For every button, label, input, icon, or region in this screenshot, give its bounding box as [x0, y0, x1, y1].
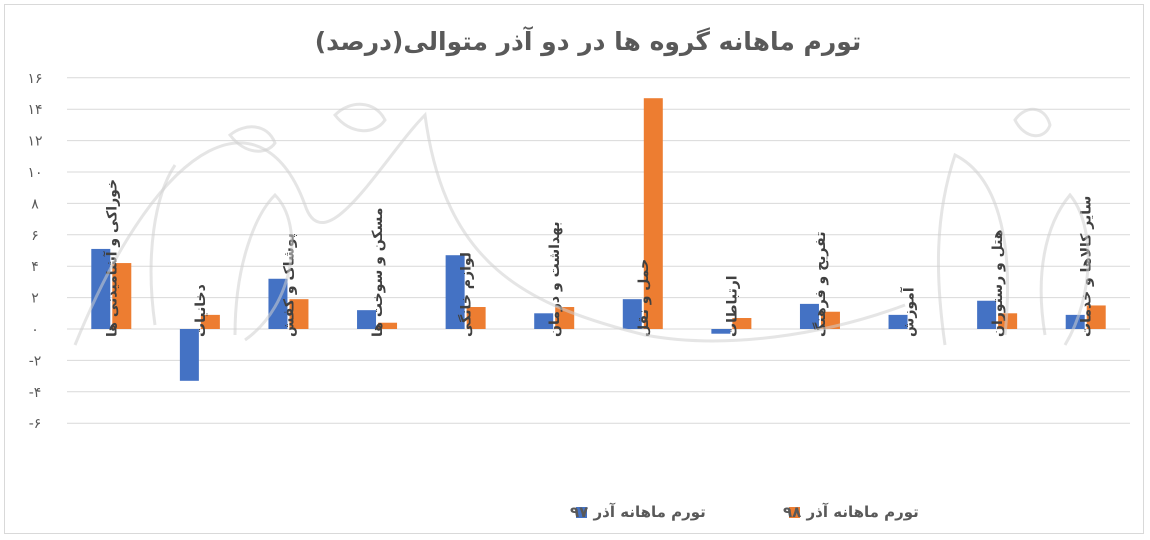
y-tick-label: ۸	[31, 196, 39, 212]
bar-series-1	[534, 313, 554, 329]
bar-series-1	[711, 329, 731, 334]
bar-series-2	[732, 318, 752, 329]
grid-layer	[67, 77, 1130, 424]
y-tick-label: ۱۲	[27, 134, 42, 150]
bar-layer	[91, 98, 1106, 381]
category-label: آموزش	[900, 286, 918, 337]
category-label: هتل و رستوران	[990, 230, 1006, 338]
category-label: حمل و نقل	[636, 259, 652, 337]
bar-series-2	[1086, 305, 1106, 329]
legend: تورم ماهانه آذر ۹۸ تورم ماهانه آذر ۹۷	[570, 503, 919, 521]
y-tick-label: -۶	[29, 416, 42, 432]
bar-series-1	[977, 300, 997, 329]
y-tick-label: ۴	[31, 259, 39, 275]
category-label: لوازم خانگی	[458, 252, 475, 337]
y-tick-label: -۲	[29, 353, 42, 369]
category-label: خوراکی و آشامیدنی ها	[102, 179, 120, 337]
chart-svg: تورم ماهانه گروه ها در دو آذر متوالی(درص…	[27, 26, 1130, 521]
bar-series-2	[378, 322, 398, 329]
bar-series-2	[200, 314, 220, 329]
legend-label-series-1: تورم ماهانه آذر ۹۷	[570, 503, 706, 521]
bar-series-1	[799, 303, 819, 329]
bar-series-2	[112, 263, 132, 329]
chart-frame: تورم ماهانه گروه ها در دو آذر متوالی(درص…	[4, 4, 1144, 534]
category-label: مسکن و سوخت ها	[370, 208, 386, 337]
y-tick-label: ۱۰	[27, 165, 42, 181]
bar-series-1	[622, 299, 642, 329]
legend-label-series-2: تورم ماهانه آذر ۹۸	[783, 503, 919, 521]
watermark-logo	[73, 102, 1090, 346]
category-label: ارتباطات	[724, 275, 740, 337]
category-label: بهداشت و درمان	[547, 221, 563, 337]
y-tick-label: ۱۶	[27, 71, 42, 87]
y-axis-ticks: ۱۶ ۱۴ ۱۲ ۱۰ ۸ ۶ ۴ ۲ ۰ -۲ -۴ -۶	[27, 71, 42, 432]
bar-series-2	[289, 299, 309, 329]
y-tick-label: ۰	[31, 322, 39, 338]
y-tick-label: ۶	[31, 228, 39, 244]
legend-swatch-series-2	[789, 507, 800, 518]
bar-series-1	[179, 329, 199, 381]
bar-series-1	[888, 314, 908, 329]
bar-series-2	[466, 307, 486, 329]
bar-series-1	[445, 255, 465, 329]
chart-title: تورم ماهانه گروه ها در دو آذر متوالی(درص…	[315, 26, 862, 57]
category-label: دخانیات	[193, 284, 209, 337]
category-labels: خوراکی و آشامیدنی ها دخانیات پوشاک و کفش مس…	[102, 179, 1094, 337]
y-tick-label: -۴	[29, 385, 42, 401]
y-tick-label: ۲	[31, 291, 39, 307]
y-tick-label: ۱۴	[27, 102, 42, 118]
bar-series-1	[357, 310, 377, 329]
category-label: تفریح و فرهنگ	[812, 232, 829, 337]
category-label: پوشاک و کفش	[281, 233, 297, 337]
bar-series-2	[643, 98, 663, 330]
legend-swatch-series-1	[576, 507, 587, 518]
